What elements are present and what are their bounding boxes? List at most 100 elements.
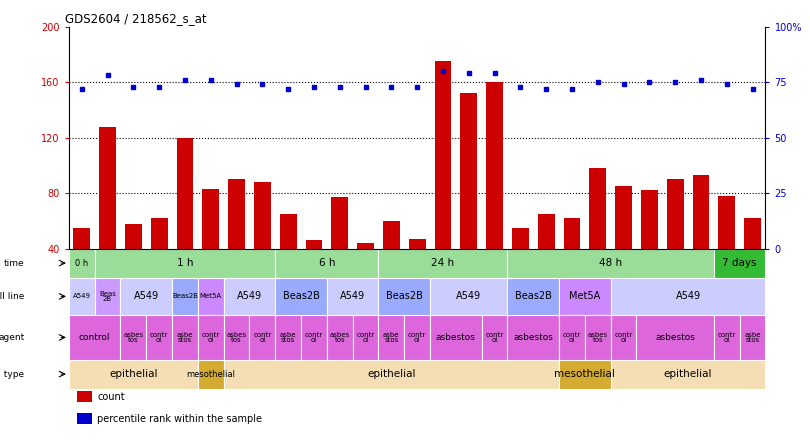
Text: 6 h: 6 h [318,258,335,268]
Text: Beas2B: Beas2B [283,291,319,301]
Text: control: control [79,333,110,342]
Bar [352,315,378,360]
Bar [121,315,147,360]
Bar [718,196,735,304]
Bar [714,315,740,360]
Text: epithelial: epithelial [367,369,416,379]
Bar [69,360,198,388]
Text: Beas
2B: Beas 2B [99,291,116,302]
Bar [460,93,477,304]
Text: asbe
stos: asbe stos [177,332,194,343]
Text: time: time [4,258,24,268]
Bar [69,278,95,315]
Bar [434,61,451,304]
Bar [512,228,529,304]
Text: contr
ol: contr ol [356,332,375,343]
Bar [99,127,116,304]
Text: 7 days: 7 days [723,258,757,268]
Text: asbes
tos: asbes tos [227,332,246,343]
Text: Met5A: Met5A [200,293,222,299]
Text: contr
ol: contr ol [305,332,323,343]
Text: contr
ol: contr ol [254,332,271,343]
Text: contr
ol: contr ol [563,332,581,343]
Text: A549: A549 [676,291,701,301]
Text: A549: A549 [456,291,481,301]
Bar [559,360,611,388]
Text: epithelial: epithelial [664,369,712,379]
Text: A549: A549 [73,293,91,299]
Bar [327,315,352,360]
Bar [357,243,374,304]
Text: percentile rank within the sample: percentile rank within the sample [97,414,262,424]
Text: GDS2604 / 218562_s_at: GDS2604 / 218562_s_at [66,12,207,25]
Bar [224,360,559,388]
Bar [585,315,611,360]
Text: agent: agent [0,333,24,342]
Bar [564,218,580,304]
Bar [275,278,327,315]
Bar [637,315,714,360]
Bar [279,214,296,304]
Bar [77,391,92,403]
Text: mesothelial: mesothelial [554,369,616,379]
Bar [301,315,327,360]
Bar [404,315,430,360]
Bar [744,218,761,304]
Bar [202,189,220,304]
Text: asbe
stos: asbe stos [280,332,296,343]
Bar [77,413,92,424]
Bar [590,168,606,304]
Text: 24 h: 24 h [432,258,454,268]
Text: contr
ol: contr ol [615,332,633,343]
Bar [327,278,378,315]
Bar [147,315,172,360]
Text: asbes
tos: asbes tos [330,332,350,343]
Text: Beas2B: Beas2B [172,293,198,299]
Bar [667,179,684,304]
Bar [177,138,194,304]
Text: asbes
tos: asbes tos [588,332,608,343]
Bar [611,278,765,315]
Bar [507,278,559,315]
Bar [615,186,632,304]
Text: 1 h: 1 h [177,258,194,268]
Bar [172,315,198,360]
Bar [198,315,224,360]
Bar [331,197,348,304]
Text: asbe
stos: asbe stos [383,332,399,343]
Bar [486,82,503,304]
Text: asbestos: asbestos [436,333,475,342]
Bar [95,249,275,278]
Bar [507,249,714,278]
Text: asbes
tos: asbes tos [123,332,143,343]
Text: asbe
stos: asbe stos [744,332,761,343]
Bar [693,175,710,304]
Text: count: count [97,392,125,402]
Bar [641,190,658,304]
Bar [198,360,224,388]
Bar [611,360,765,388]
Bar [430,278,507,315]
Text: Beas2B: Beas2B [386,291,423,301]
Text: cell type: cell type [0,369,24,379]
Text: Beas2B: Beas2B [515,291,552,301]
Bar [507,315,559,360]
Bar [740,315,765,360]
Bar [224,278,275,315]
Bar [275,315,301,360]
Text: Met5A: Met5A [569,291,600,301]
Bar [254,182,271,304]
Text: contr
ol: contr ol [202,332,220,343]
Bar [198,278,224,315]
Bar [249,315,275,360]
Text: contr
ol: contr ol [150,332,168,343]
Bar [224,315,249,360]
Text: epithelial: epithelial [109,369,158,379]
Text: 0 h: 0 h [75,258,88,268]
Bar [74,228,90,304]
Text: asbestos: asbestos [514,333,553,342]
Text: contr
ol: contr ol [718,332,735,343]
Text: mesothelial: mesothelial [186,369,235,379]
Bar [482,315,507,360]
Text: A549: A549 [134,291,159,301]
